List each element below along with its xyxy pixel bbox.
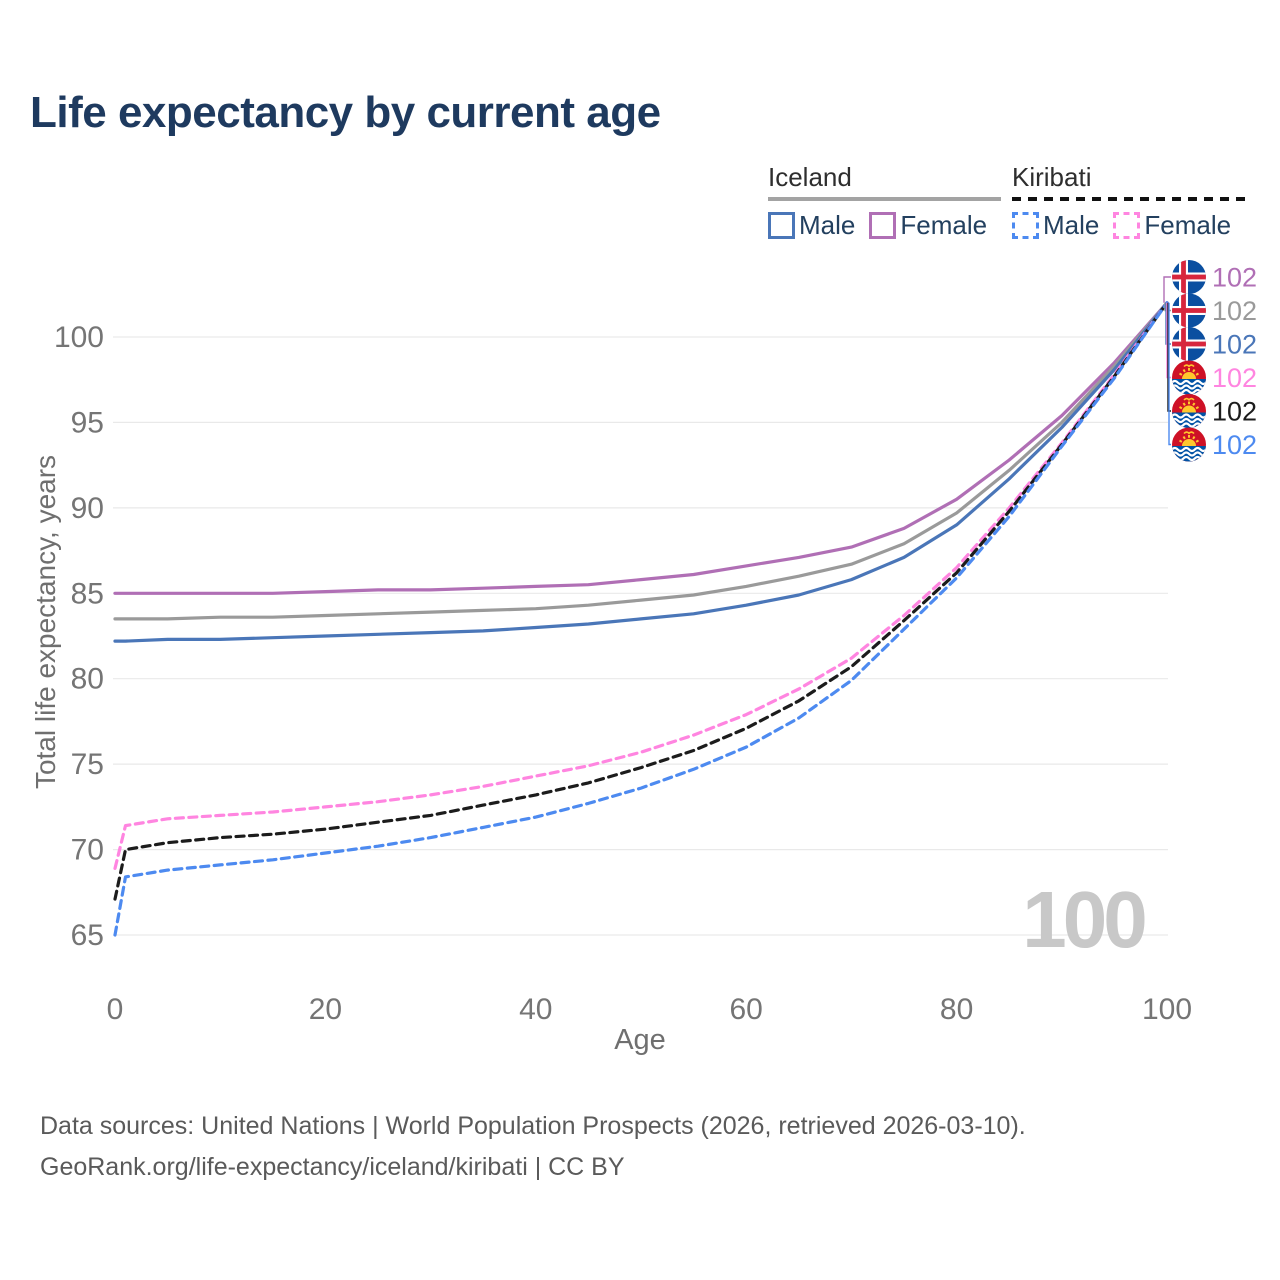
x-tick-label-80: 80 [940, 993, 973, 1026]
y-tick-label-85: 85 [71, 577, 104, 610]
legend-country-kiribati: Kiribati [1012, 162, 1092, 192]
series-line-kiribati-female [113, 301, 1169, 870]
end-value-label-4: 102 [1212, 397, 1257, 427]
legend-checkbox-iceland-female[interactable] [869, 212, 897, 239]
iceland-flag-icon [1172, 260, 1206, 294]
legend-checkbox-iceland-male[interactable] [768, 212, 795, 239]
y-tick-label-65: 65 [71, 919, 104, 952]
legend-label-iceland-female[interactable]: Female [900, 210, 988, 240]
iceland-solid-line-sample [768, 197, 1002, 201]
legend-group-kiribati: Kiribati Male Female [1012, 162, 1246, 241]
leader-line-0 [1163, 276, 1171, 303]
legend-checkbox-kiribati-male[interactable] [1012, 212, 1039, 239]
kiribati-flag-icon [1172, 394, 1206, 428]
y-tick-label-70: 70 [71, 834, 104, 867]
end-value-label-3: 102 [1212, 363, 1257, 393]
kiribati-flag-icon [1172, 361, 1206, 395]
y-tick-label-80: 80 [71, 663, 104, 696]
end-value-label-2: 102 [1212, 330, 1257, 360]
x-axis-title: Age [614, 1024, 666, 1056]
legend-group-iceland: Iceland Male Female [768, 162, 1002, 241]
end-value-label-5: 102 [1212, 430, 1257, 460]
x-tick-label-100: 100 [1142, 993, 1192, 1026]
series-line-kiribati-male [113, 301, 1169, 937]
y-tick-label-75: 75 [71, 748, 104, 781]
page-title: Life expectancy by current age [30, 88, 661, 137]
legend-label-iceland-male[interactable]: Male [799, 210, 856, 240]
age-watermark: 100 [1022, 875, 1145, 964]
end-value-label-1: 102 [1212, 296, 1257, 326]
footer: Data sources: United Nations | World Pop… [40, 1106, 1026, 1188]
legend-label-kiribati-male[interactable]: Male [1043, 210, 1100, 240]
leader-line-4 [1167, 302, 1171, 412]
y-tick-label-90: 90 [71, 492, 104, 525]
y-tick-label-100: 100 [54, 321, 104, 354]
data-source-line: Data sources: United Nations | World Pop… [40, 1112, 1026, 1140]
kiribati-dashed-line-sample [1012, 197, 1246, 201]
y-tick-label-95: 95 [71, 406, 104, 439]
y-axis-title: Total life expectancy, years [30, 454, 61, 790]
series-line-iceland-female [113, 301, 1169, 595]
x-tick-label-60: 60 [730, 993, 763, 1026]
legend-checkbox-kiribati-female[interactable] [1113, 212, 1141, 239]
attribution-line: GeoRank.org/life-expectancy/iceland/kiri… [40, 1153, 625, 1181]
legend-label-kiribati-female[interactable]: Female [1144, 210, 1232, 240]
series-line-iceland-both-sexes [113, 301, 1169, 621]
iceland-flag-icon [1172, 294, 1206, 328]
iceland-flag-icon [1172, 327, 1206, 361]
x-tick-label-0: 0 [107, 993, 124, 1026]
x-tick-label-40: 40 [519, 993, 552, 1026]
leader-line-5 [1168, 302, 1171, 446]
end-value-label-0: 102 [1212, 263, 1257, 293]
x-tick-label-20: 20 [309, 993, 342, 1026]
legend-country-iceland: Iceland [768, 162, 852, 192]
kiribati-flag-icon [1172, 428, 1206, 462]
series-line-kiribati-both-sexes [113, 301, 1169, 901]
series-line-iceland-male [113, 301, 1169, 643]
